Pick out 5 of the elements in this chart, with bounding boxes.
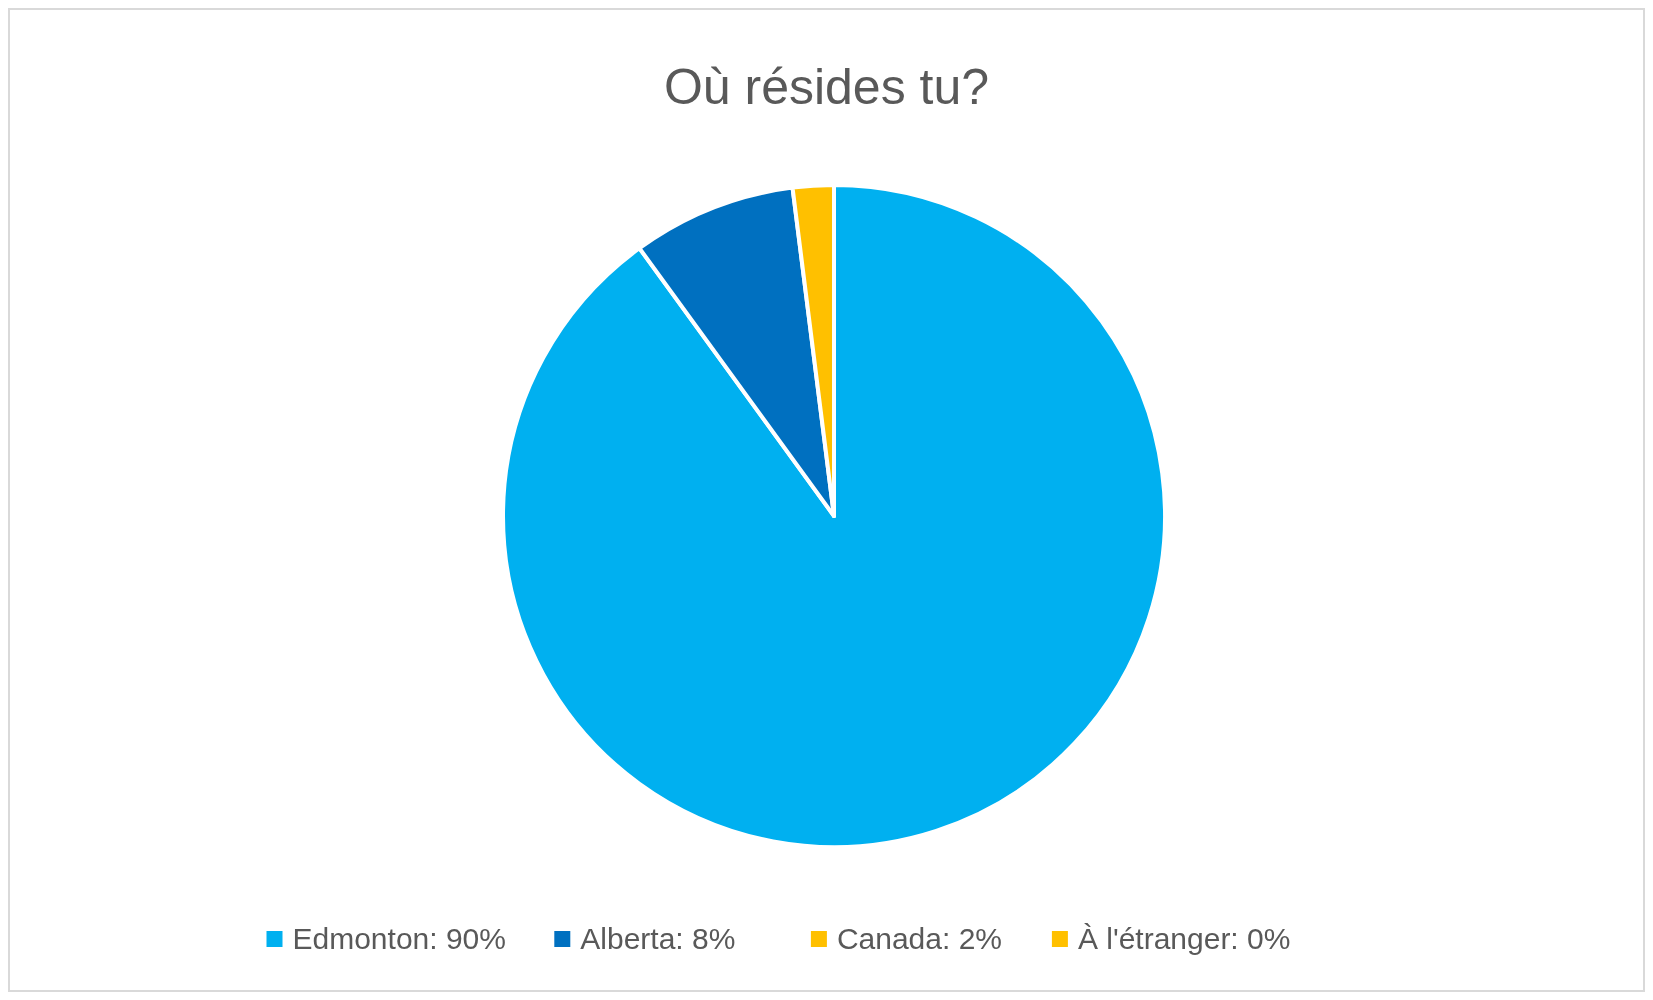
legend-label: Canada: 2% [836, 922, 1003, 955]
legend-label: Alberta: 8% [580, 922, 736, 955]
legend-label: À l'étranger: 0% [1077, 922, 1291, 955]
legend-label: Edmonton: 90% [292, 922, 506, 955]
chart-title: Où résides tu? [663, 59, 990, 115]
